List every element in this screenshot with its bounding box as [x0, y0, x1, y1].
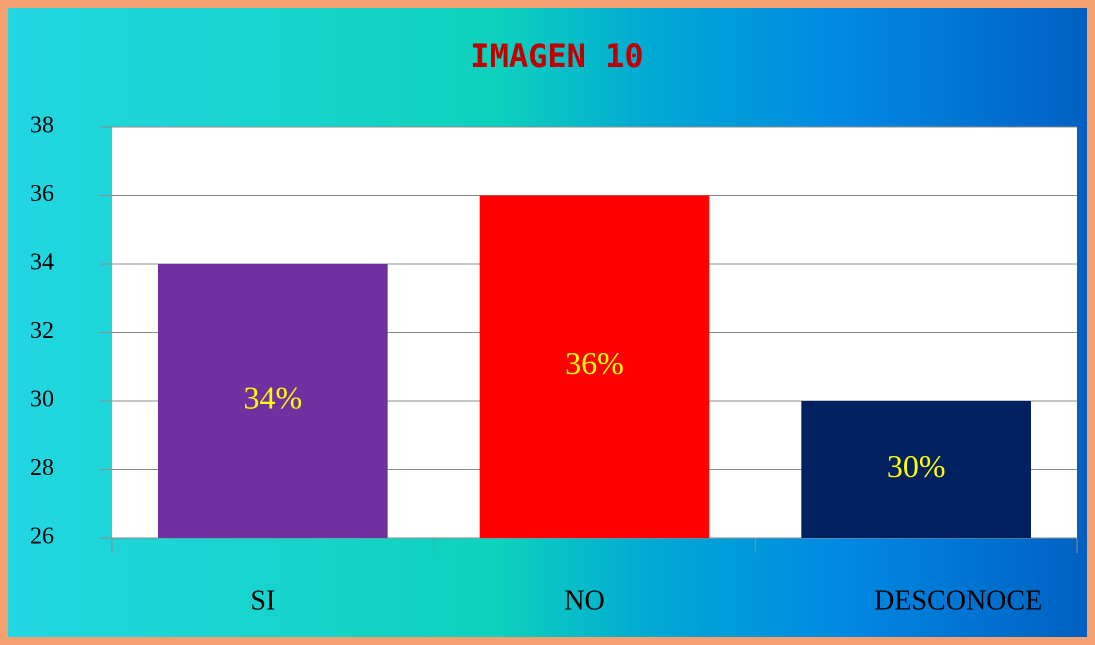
y-tick-label: 34 [30, 250, 54, 276]
value-label: 36% [565, 345, 624, 381]
y-tick-label: 28 [30, 455, 54, 481]
bar [479, 195, 710, 538]
x-tick-label: DESCONOCE [874, 585, 1042, 616]
chart-title: IMAGEN 10 [470, 37, 643, 75]
y-tick-label: 38 [30, 113, 54, 139]
value-label: 30% [887, 448, 946, 484]
x-tick-label: NO [564, 585, 604, 616]
bar [801, 401, 1032, 538]
y-tick-label: 32 [30, 318, 54, 344]
y-tick-label: 26 [30, 524, 54, 550]
y-tick-label: 30 [30, 387, 54, 413]
x-tick-label: SI [250, 585, 275, 616]
bar [157, 264, 388, 538]
value-label: 34% [244, 379, 303, 415]
y-tick-label: 36 [30, 181, 54, 207]
